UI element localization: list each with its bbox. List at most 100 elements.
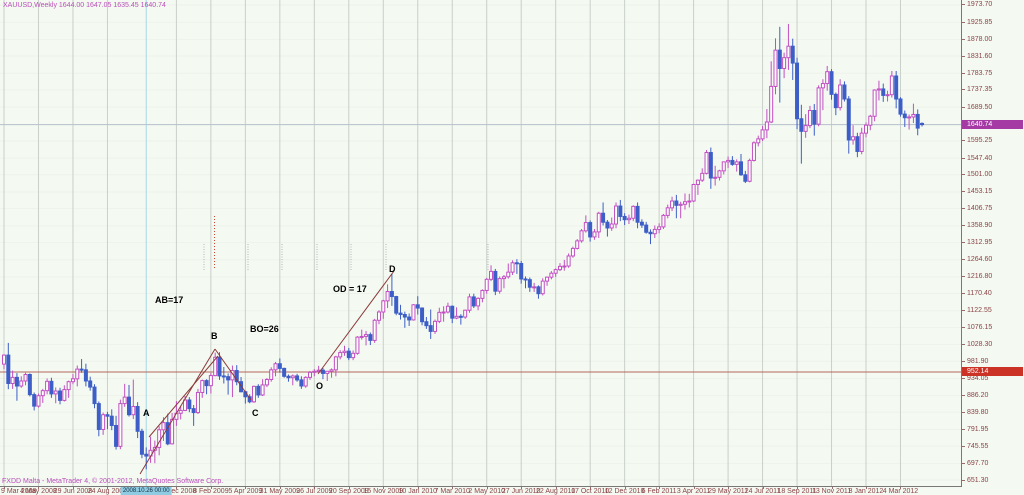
candle-bear	[368, 334, 373, 341]
date-axis-label: 7 Mar 2010	[434, 488, 470, 495]
candle-bull	[678, 203, 683, 206]
candle-bull	[325, 370, 330, 374]
candle-bear	[846, 98, 851, 141]
candle-bull	[467, 296, 472, 311]
candle-bear	[320, 369, 325, 374]
candle-bull	[506, 271, 511, 278]
price-tick	[962, 225, 965, 227]
axis-frame-horizontal	[0, 486, 1024, 487]
price-label-text: 1358.90	[967, 222, 993, 230]
candle-bear	[109, 415, 114, 427]
candle-bull	[131, 405, 136, 416]
candle-bull	[717, 170, 722, 178]
date-tick	[417, 487, 419, 489]
price-axis-label: 839.80	[962, 408, 988, 416]
candle-bull	[342, 350, 347, 354]
candle-bull	[260, 384, 265, 396]
candle-bull	[2, 354, 6, 365]
candle-bear	[295, 375, 300, 381]
candle-bull	[907, 116, 912, 119]
candle-bear	[622, 215, 627, 221]
date-tick	[797, 487, 799, 489]
candle-bull	[333, 356, 338, 371]
price-label-text: 651.30	[967, 476, 989, 484]
date-axis-label: 26 Jul 2009	[296, 488, 333, 495]
candle-bear	[165, 422, 170, 445]
date-axis-label: 10 Jan 2010	[398, 488, 438, 495]
candle-bull	[170, 418, 175, 445]
annotation-label[interactable]: A	[143, 408, 150, 418]
date-axis-label: 8 Jan 2012	[848, 488, 884, 495]
candle-bear	[14, 376, 19, 387]
candle-bull	[264, 379, 269, 386]
price-axis-label: 1312.95	[962, 238, 992, 246]
date-axis-label: 20 Sep 2009	[328, 488, 369, 495]
candle-bear	[639, 221, 644, 226]
selected-date-tag: 2008.10.26 00:00	[120, 487, 172, 495]
candle-bull	[859, 132, 864, 152]
candle-bull	[872, 89, 877, 117]
date-axis-label: 24 Jul 2011	[744, 488, 781, 495]
annotation-label[interactable]: C	[252, 408, 259, 418]
price-tick	[962, 395, 965, 397]
candle-bear	[49, 380, 54, 395]
chart-title: XAUUSD,Weekly 1644.00 1647.05 1635.45 16…	[3, 2, 166, 9]
candle-bear	[920, 122, 925, 126]
date-tick	[659, 487, 661, 489]
price-axis-label: 1216.80	[962, 273, 992, 281]
date-axis[interactable]: 2008.10.26 00:00 9 Mar 2008 4 May 2008 29 …	[0, 487, 1024, 495]
date-tick	[383, 487, 385, 489]
price-label-text: 1406.75	[967, 205, 993, 213]
candle-bull	[657, 226, 662, 230]
candle-bear	[83, 369, 88, 382]
candle-bear	[96, 403, 101, 430]
date-axis-label: 22 Aug 2010	[536, 488, 576, 495]
trendline[interactable]	[148, 355, 219, 438]
candle-bull	[816, 87, 821, 125]
price-chart-canvas[interactable]	[0, 0, 962, 487]
current-price-tag: 1640.74	[962, 120, 1023, 130]
candle-bull	[570, 247, 575, 257]
candle-bear	[92, 386, 97, 405]
price-axis-label: 1501.00	[962, 171, 992, 179]
candle-bear	[833, 93, 838, 109]
candle-bull	[786, 45, 791, 59]
price-label-text: 1783.75	[967, 69, 993, 77]
price-axis-label: 1406.75	[962, 205, 992, 213]
candle-bull	[807, 109, 812, 127]
candle-bear	[493, 270, 498, 292]
annotation-label[interactable]: B	[211, 331, 218, 341]
candle-bear	[790, 45, 795, 64]
annotation-label[interactable]: D	[389, 264, 396, 274]
price-label-text: 1122.55	[967, 307, 992, 315]
candle-bull	[700, 172, 705, 181]
candle-bull	[721, 161, 726, 172]
annotation-label[interactable]: OD = 17	[333, 284, 367, 294]
price-axis[interactable]: 1640.74 952.14 1973.70 1925.85 1878.00 1831…	[962, 0, 1024, 487]
annotation-label[interactable]: AB=17	[155, 295, 184, 305]
date-tick	[728, 487, 730, 489]
candle-bull	[596, 212, 601, 233]
candle-bear	[428, 325, 433, 332]
date-tick	[555, 487, 557, 489]
price-label-text: 1595.25	[967, 137, 993, 145]
candle-bull	[691, 183, 696, 202]
candle-bear	[842, 84, 847, 100]
candle-bull	[75, 368, 80, 380]
trendline[interactable]	[139, 348, 216, 475]
candle-bull	[411, 304, 416, 321]
candle-bull	[441, 311, 446, 314]
date-axis-label: 17 Oct 2010	[571, 488, 610, 495]
candle-bear	[420, 307, 425, 323]
chart-plot-area[interactable]: XAUUSD,Weekly 1644.00 1647.05 1635.45 16…	[0, 0, 962, 487]
price-tick	[962, 276, 965, 278]
price-tick	[962, 428, 965, 430]
trendline[interactable]	[214, 348, 252, 401]
price-axis-label: 1783.75	[962, 69, 992, 77]
annotation-label[interactable]: O	[316, 381, 324, 391]
annotation-label[interactable]: BO=26	[250, 324, 279, 334]
trendline[interactable]	[317, 270, 395, 375]
candle-bull	[70, 378, 75, 383]
candle-bear	[226, 376, 231, 381]
candle-bull	[200, 380, 205, 393]
